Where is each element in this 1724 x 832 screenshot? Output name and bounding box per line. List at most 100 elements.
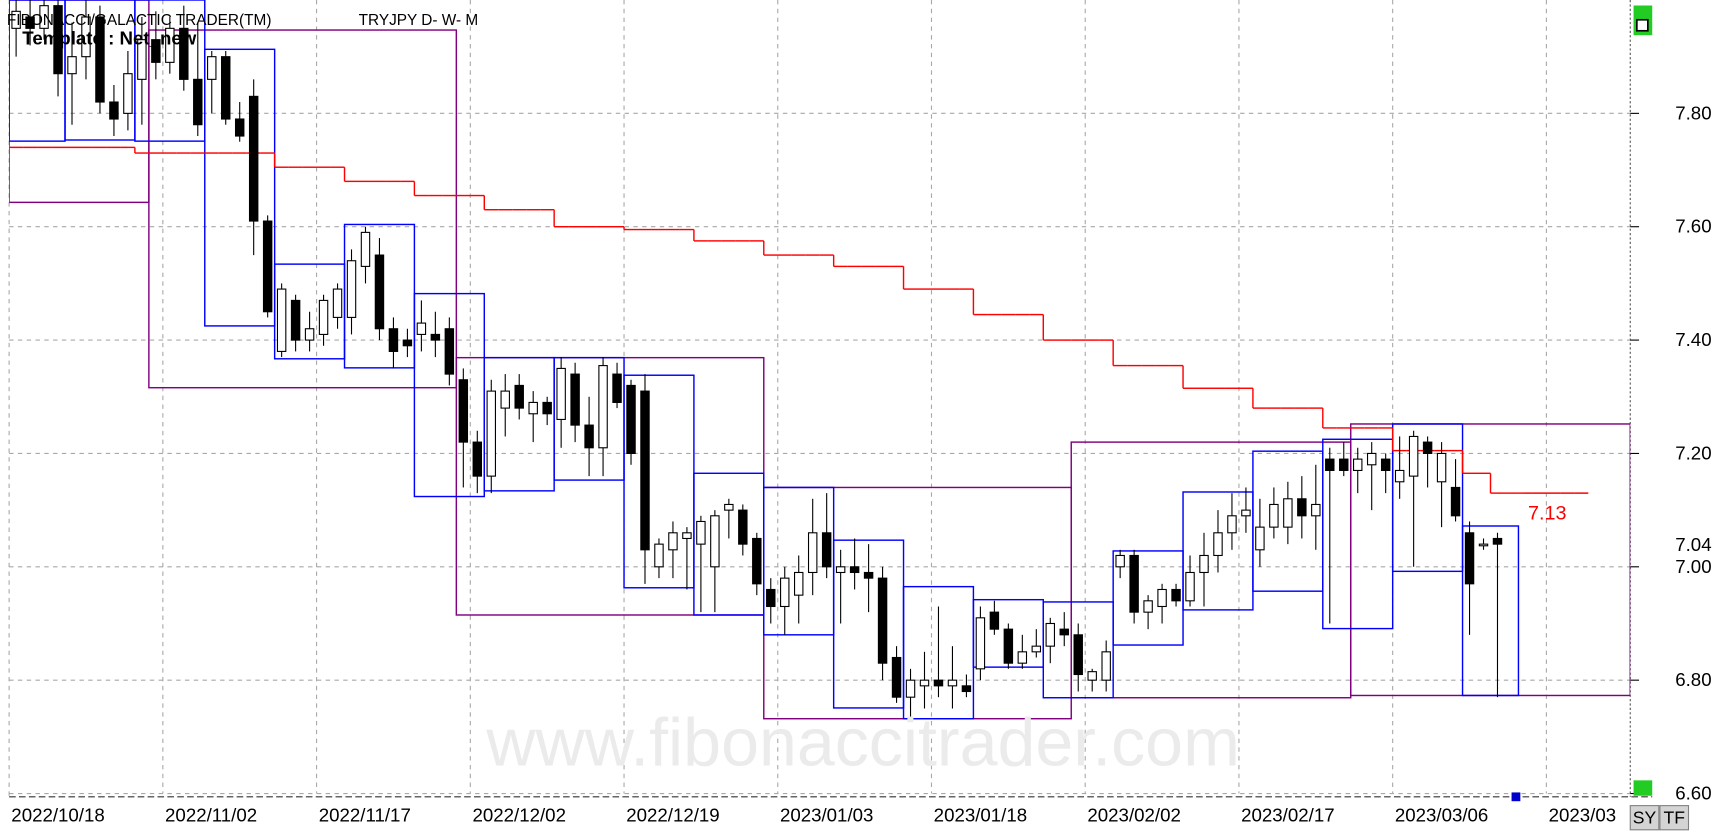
- candle-body: [1255, 526, 1265, 551]
- candle-body: [290, 299, 301, 341]
- range-box: [1391, 423, 1464, 573]
- candle-body: [11, 10, 21, 29]
- text-layer: www.fibonaccitrader.com FIBONACCI/GALACT…: [7, 12, 1712, 826]
- candle-body: [1408, 435, 1419, 477]
- candle-body: [304, 328, 315, 341]
- candle-body: [989, 611, 1000, 630]
- candle-body: [416, 322, 427, 335]
- candle-body: [1199, 554, 1209, 574]
- candle-body: [402, 339, 413, 347]
- y-tick-label: 7.80: [1675, 102, 1711, 123]
- watermark: www.fibonaccitrader.com: [485, 704, 1239, 780]
- candle-body: [1017, 651, 1028, 664]
- candle-body: [1171, 588, 1181, 602]
- range-box: [1042, 601, 1114, 699]
- x-tick-label: 2022/10/18: [11, 805, 104, 826]
- candle-body: [612, 373, 622, 403]
- indicator-square: [1633, 780, 1653, 796]
- candle-body: [849, 566, 860, 574]
- candle-body: [444, 328, 455, 375]
- candle-body: [863, 571, 874, 579]
- candle-body: [1450, 486, 1461, 517]
- range-box: [1461, 525, 1520, 697]
- candle-body: [1031, 645, 1042, 653]
- x-tick-label: 2023/03: [1549, 805, 1617, 826]
- candle-body: [514, 384, 524, 409]
- range-box: [204, 48, 276, 327]
- x-tick-label: 2022/12/02: [473, 805, 566, 826]
- candle-body: [542, 401, 552, 415]
- candle-body: [919, 679, 930, 687]
- indicator-box: [1636, 18, 1649, 32]
- candle-body: [1380, 458, 1391, 472]
- candle-body: [933, 679, 944, 687]
- candle-body: [584, 424, 594, 449]
- x-tick-label: 2022/12/19: [626, 805, 719, 826]
- app-title: FIBONACCI/GALACTIC TRADER(TM): [7, 12, 272, 29]
- candle-body: [835, 566, 846, 574]
- candle-body: [193, 78, 203, 126]
- candle-body: [276, 288, 287, 352]
- button-label[interactable]: TF: [1663, 807, 1685, 827]
- candle-body: [975, 617, 986, 670]
- x-tick-label: 2022/11/02: [165, 805, 257, 826]
- candle-body: [262, 220, 273, 313]
- candle-body: [682, 532, 692, 540]
- x-tick-label: 2023/03/06: [1395, 805, 1488, 826]
- candle-body: [724, 503, 734, 511]
- candle-body: [961, 685, 972, 693]
- candle-body: [95, 16, 105, 103]
- button-sy[interactable]: [1629, 805, 1660, 831]
- x-tick-label: 2023/02/02: [1087, 805, 1180, 826]
- grid-layer: [8, 0, 1653, 798]
- candle-body: [123, 73, 133, 114]
- candle-body: [640, 390, 650, 551]
- candle-body: [1157, 588, 1167, 608]
- candle-body: [486, 390, 496, 477]
- candle-body: [1129, 554, 1139, 613]
- candle-body: [1394, 469, 1405, 483]
- candle-body: [458, 379, 469, 443]
- candle-body: [1436, 452, 1447, 483]
- template-label: Template : Net_new: [22, 28, 196, 49]
- button-tf[interactable]: [1659, 805, 1690, 831]
- candle-body: [1325, 458, 1335, 472]
- candle-body: [1115, 554, 1125, 568]
- range-box: [148, 29, 458, 389]
- y-tick-label: 7.00: [1675, 556, 1711, 577]
- candle-body: [1269, 503, 1279, 528]
- candle-body: [165, 27, 175, 63]
- y-tick-label: 7.60: [1675, 216, 1711, 237]
- candle-body: [332, 288, 343, 318]
- candle-body: [1353, 458, 1363, 472]
- candle-body: [1045, 622, 1056, 647]
- candle-body: [207, 56, 217, 80]
- candle-body: [947, 679, 958, 687]
- candle-body: [1213, 532, 1223, 557]
- button-label[interactable]: SY: [1633, 807, 1657, 827]
- y-tick-label: 6.80: [1675, 669, 1711, 690]
- x-tick-label: 2023/01/18: [934, 805, 1027, 826]
- candle-body: [1492, 537, 1503, 545]
- candle-body: [1283, 498, 1293, 528]
- y-tick-label: 7.20: [1675, 442, 1711, 463]
- candle-body: [1003, 628, 1014, 664]
- candle-body: [877, 577, 888, 664]
- candle-body: [1366, 452, 1377, 466]
- candle-body: [1227, 515, 1237, 534]
- candle-body: [221, 56, 231, 120]
- candle-body: [528, 401, 538, 415]
- toolbar: SY TF: [1629, 805, 1690, 831]
- candle-body: [1059, 628, 1069, 636]
- candle-body: [346, 260, 357, 318]
- candle-body: [626, 384, 636, 454]
- candle-body: [780, 577, 790, 608]
- candle-body: [556, 367, 566, 420]
- candle-body: [905, 679, 916, 698]
- candle-body: [1101, 651, 1111, 681]
- time-marker: [1511, 792, 1521, 802]
- candle-body: [179, 27, 189, 80]
- candle-body: [137, 39, 147, 80]
- candle-body: [766, 588, 776, 608]
